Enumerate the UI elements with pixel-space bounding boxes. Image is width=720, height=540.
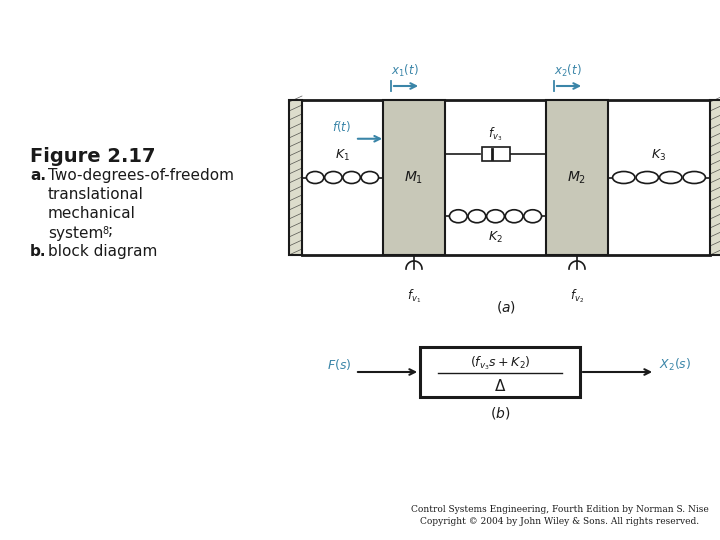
Bar: [420, 347, 580, 397]
Text: b.: b.: [30, 244, 47, 259]
Text: $X_2(s)$: $X_2(s)$: [659, 357, 691, 373]
Text: $K_1$: $K_1$: [335, 148, 350, 164]
Text: $M_2$: $M_2$: [567, 170, 587, 186]
Bar: [289, 100, 302, 255]
Text: $f_{v_3}$: $f_{v_3}$: [488, 126, 503, 143]
Text: $x_2(t)$: $x_2(t)$: [554, 63, 582, 79]
Text: $F(s)$: $F(s)$: [327, 357, 351, 373]
Bar: [383, 100, 445, 255]
Text: $(f_{v_3}s + K_2)$: $(f_{v_3}s + K_2)$: [469, 354, 531, 372]
Text: Figure 2.17: Figure 2.17: [30, 147, 156, 166]
Text: ;: ;: [108, 223, 113, 238]
Text: block diagram: block diagram: [48, 244, 158, 259]
Text: 8: 8: [102, 226, 108, 236]
Text: $\Delta$: $\Delta$: [494, 378, 506, 394]
Bar: [710, 100, 720, 255]
Text: $(a)$: $(a)$: [496, 299, 516, 315]
Text: a.: a.: [30, 168, 46, 183]
Text: $f(t)$: $f(t)$: [332, 119, 351, 134]
Text: $K_3$: $K_3$: [652, 148, 667, 164]
Text: $K_2$: $K_2$: [488, 230, 503, 245]
Bar: [546, 100, 608, 255]
Bar: [482, 147, 510, 161]
Text: $x_1(t)$: $x_1(t)$: [391, 63, 419, 79]
Text: $f_{v_2}$: $f_{v_2}$: [570, 287, 584, 305]
Text: $f_{v_1}$: $f_{v_1}$: [407, 287, 421, 305]
Text: $M_1$: $M_1$: [405, 170, 423, 186]
Text: $(b)$: $(b)$: [490, 405, 510, 421]
Text: Control Systems Engineering, Fourth Edition by Norman S. Nise
Copyright © 2004 b: Control Systems Engineering, Fourth Edit…: [411, 505, 709, 526]
Text: Two-degrees-of-freedom
translational
mechanical
system: Two-degrees-of-freedom translational mec…: [48, 168, 234, 241]
